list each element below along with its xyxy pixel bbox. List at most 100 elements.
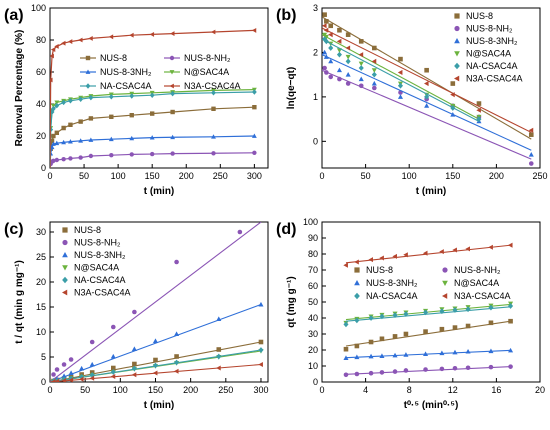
- data-point: [61, 99, 67, 106]
- data-point: [372, 85, 377, 91]
- data-point: [149, 92, 155, 98]
- panel-label: (b): [276, 7, 296, 24]
- data-point: [88, 137, 94, 142]
- data-point: [252, 150, 257, 155]
- data-point: [54, 157, 60, 163]
- data-point: [345, 32, 351, 37]
- fit-line: [345, 349, 511, 359]
- data-point: [368, 339, 374, 345]
- legend-entry: NUS-8-NH₂: [454, 24, 513, 34]
- series-na-csac4a: [343, 303, 514, 328]
- data-point: [129, 113, 134, 118]
- y-tick-label: 25: [36, 252, 46, 262]
- data-point: [368, 353, 374, 359]
- data-point: [174, 359, 180, 366]
- data-point: [476, 116, 482, 122]
- x-tick-label: 200: [489, 171, 504, 181]
- legend-label: NUS-8: [74, 225, 101, 235]
- data-point: [379, 353, 385, 359]
- y-tick-label: 2: [313, 47, 318, 57]
- data-point: [110, 353, 116, 359]
- plot-area: [50, 222, 264, 382]
- data-point: [237, 229, 243, 235]
- series-nus-8-nh2: [343, 364, 513, 378]
- plot-frame: [321, 7, 541, 169]
- data-point: [508, 347, 514, 353]
- x-tick-label: 200: [183, 385, 198, 395]
- legend-label: NUS-8: [366, 265, 393, 275]
- data-point: [368, 257, 374, 263]
- data-point: [78, 155, 83, 160]
- y-tick-label: 10: [308, 361, 318, 371]
- legend-entry: NUS-8-3NH₂: [80, 67, 152, 77]
- y-tick-label: 40: [308, 313, 318, 323]
- series-nus-8-3nh2: [343, 347, 514, 360]
- data-point: [452, 325, 458, 330]
- fit-line: [345, 244, 511, 264]
- x-tick-label: 4: [363, 385, 368, 395]
- data-point: [397, 94, 404, 99]
- data-point: [68, 139, 73, 144]
- data-point: [211, 151, 216, 156]
- fit-line: [322, 16, 532, 140]
- data-point: [170, 151, 175, 156]
- fit-line: [345, 303, 511, 321]
- data-point: [343, 355, 349, 360]
- series-nus-8-3nh2: [50, 301, 264, 382]
- data-point: [450, 92, 455, 98]
- legend-entry: NA-CSAC4A: [80, 81, 152, 91]
- data-point: [61, 362, 67, 367]
- data-point: [528, 161, 534, 166]
- data-point: [488, 320, 494, 326]
- data-point: [354, 371, 360, 377]
- legend-label: NUS-8-NH₂: [466, 24, 513, 34]
- series-na-csac4a: [322, 36, 482, 122]
- series-na-csac4a: [50, 89, 257, 168]
- data-point: [379, 313, 385, 320]
- legend-label: N3A-CSAC4A: [454, 291, 511, 301]
- data-point: [251, 133, 257, 138]
- y-tick-label: 10: [36, 327, 46, 337]
- data-point: [392, 253, 397, 259]
- y-tick-label: 60: [308, 281, 318, 291]
- x-tick-label: 150: [148, 385, 163, 395]
- data-point: [216, 347, 222, 352]
- data-point: [439, 326, 445, 332]
- data-point: [336, 38, 342, 44]
- data-point: [132, 361, 137, 367]
- data-point: [508, 364, 513, 369]
- data-point: [422, 250, 428, 256]
- data-point: [424, 94, 430, 100]
- data-point: [358, 65, 364, 71]
- legend-entry: NA-CSAC4A: [354, 291, 418, 301]
- y-tick-label: 0: [41, 377, 46, 387]
- data-point: [323, 54, 329, 59]
- data-point: [392, 352, 398, 358]
- data-point: [439, 350, 445, 356]
- legend-entry: NUS-8-3NH₂: [62, 250, 126, 260]
- data-point: [379, 255, 384, 261]
- data-point: [68, 377, 74, 382]
- legend-entry: N@SAC4A: [442, 278, 499, 288]
- data-point: [358, 52, 364, 58]
- panel-c: 0 50 100 150 200 250 300 0 5 10 15 20 25 30 t (min) t /…: [4, 221, 269, 411]
- data-point: [149, 31, 155, 37]
- panel-label: (d): [276, 221, 296, 238]
- legend-marker: [454, 13, 460, 19]
- legend-label: N@SAC4A: [184, 67, 229, 77]
- y-tick-label: 100: [31, 3, 46, 13]
- data-point: [403, 352, 409, 357]
- x-tick-label: 100: [111, 171, 126, 181]
- fit-line: [50, 222, 262, 382]
- x-axis-label: t⁰·⁵ (min⁰·⁵): [404, 400, 459, 411]
- legend-marker: [442, 293, 448, 299]
- data-point: [132, 309, 137, 315]
- data-point: [216, 316, 222, 321]
- data-point: [211, 134, 216, 139]
- legend-entry: NUS-8-3NH₂: [354, 278, 418, 288]
- legend-marker: [454, 38, 460, 44]
- legend-entry: N3A-CSAC4A: [62, 288, 131, 298]
- data-point: [328, 32, 333, 38]
- x-tick-label: 100: [402, 171, 417, 181]
- data-point: [439, 308, 445, 315]
